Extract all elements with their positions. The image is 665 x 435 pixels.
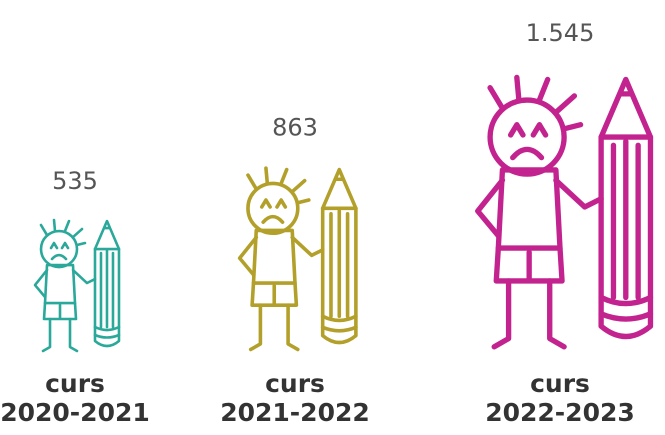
eyes bbox=[51, 243, 68, 248]
arm bbox=[292, 237, 322, 255]
body bbox=[253, 230, 295, 283]
eyes bbox=[511, 125, 546, 135]
shorts bbox=[252, 283, 296, 305]
shorts bbox=[496, 248, 562, 281]
mouth bbox=[263, 217, 282, 223]
pictogram-figure bbox=[35, 220, 119, 351]
infographic: 535 863 1.545 curs 2020-2021 curs 2021-2022… bbox=[0, 0, 665, 435]
head bbox=[248, 183, 298, 233]
pencil-tip bbox=[95, 221, 119, 249]
arm bbox=[73, 270, 95, 283]
value-label: 863 bbox=[272, 113, 318, 141]
pencil-tip bbox=[323, 170, 356, 209]
arm bbox=[556, 180, 601, 207]
head bbox=[490, 100, 564, 174]
mouth bbox=[513, 149, 542, 157]
body bbox=[45, 265, 75, 303]
legs bbox=[43, 319, 77, 351]
category-label: curs 2022-2023 bbox=[460, 369, 660, 427]
category-label: curs 2021-2022 bbox=[195, 369, 395, 427]
pictogram-figure bbox=[478, 77, 651, 346]
value-label: 535 bbox=[52, 167, 98, 195]
legs bbox=[251, 305, 298, 349]
body bbox=[498, 170, 560, 248]
category-label: curs 2020-2021 bbox=[0, 369, 175, 427]
value-label: 1.545 bbox=[526, 19, 595, 47]
head bbox=[41, 231, 77, 267]
mouth bbox=[52, 255, 66, 259]
eyes bbox=[262, 200, 286, 207]
pencil-lines bbox=[323, 211, 356, 331]
pencil-lines bbox=[95, 251, 119, 337]
shorts bbox=[44, 303, 76, 319]
pencil-lines bbox=[601, 141, 650, 319]
pictogram-figure bbox=[240, 168, 356, 349]
pencil-tip bbox=[601, 79, 650, 137]
legs bbox=[494, 281, 564, 347]
